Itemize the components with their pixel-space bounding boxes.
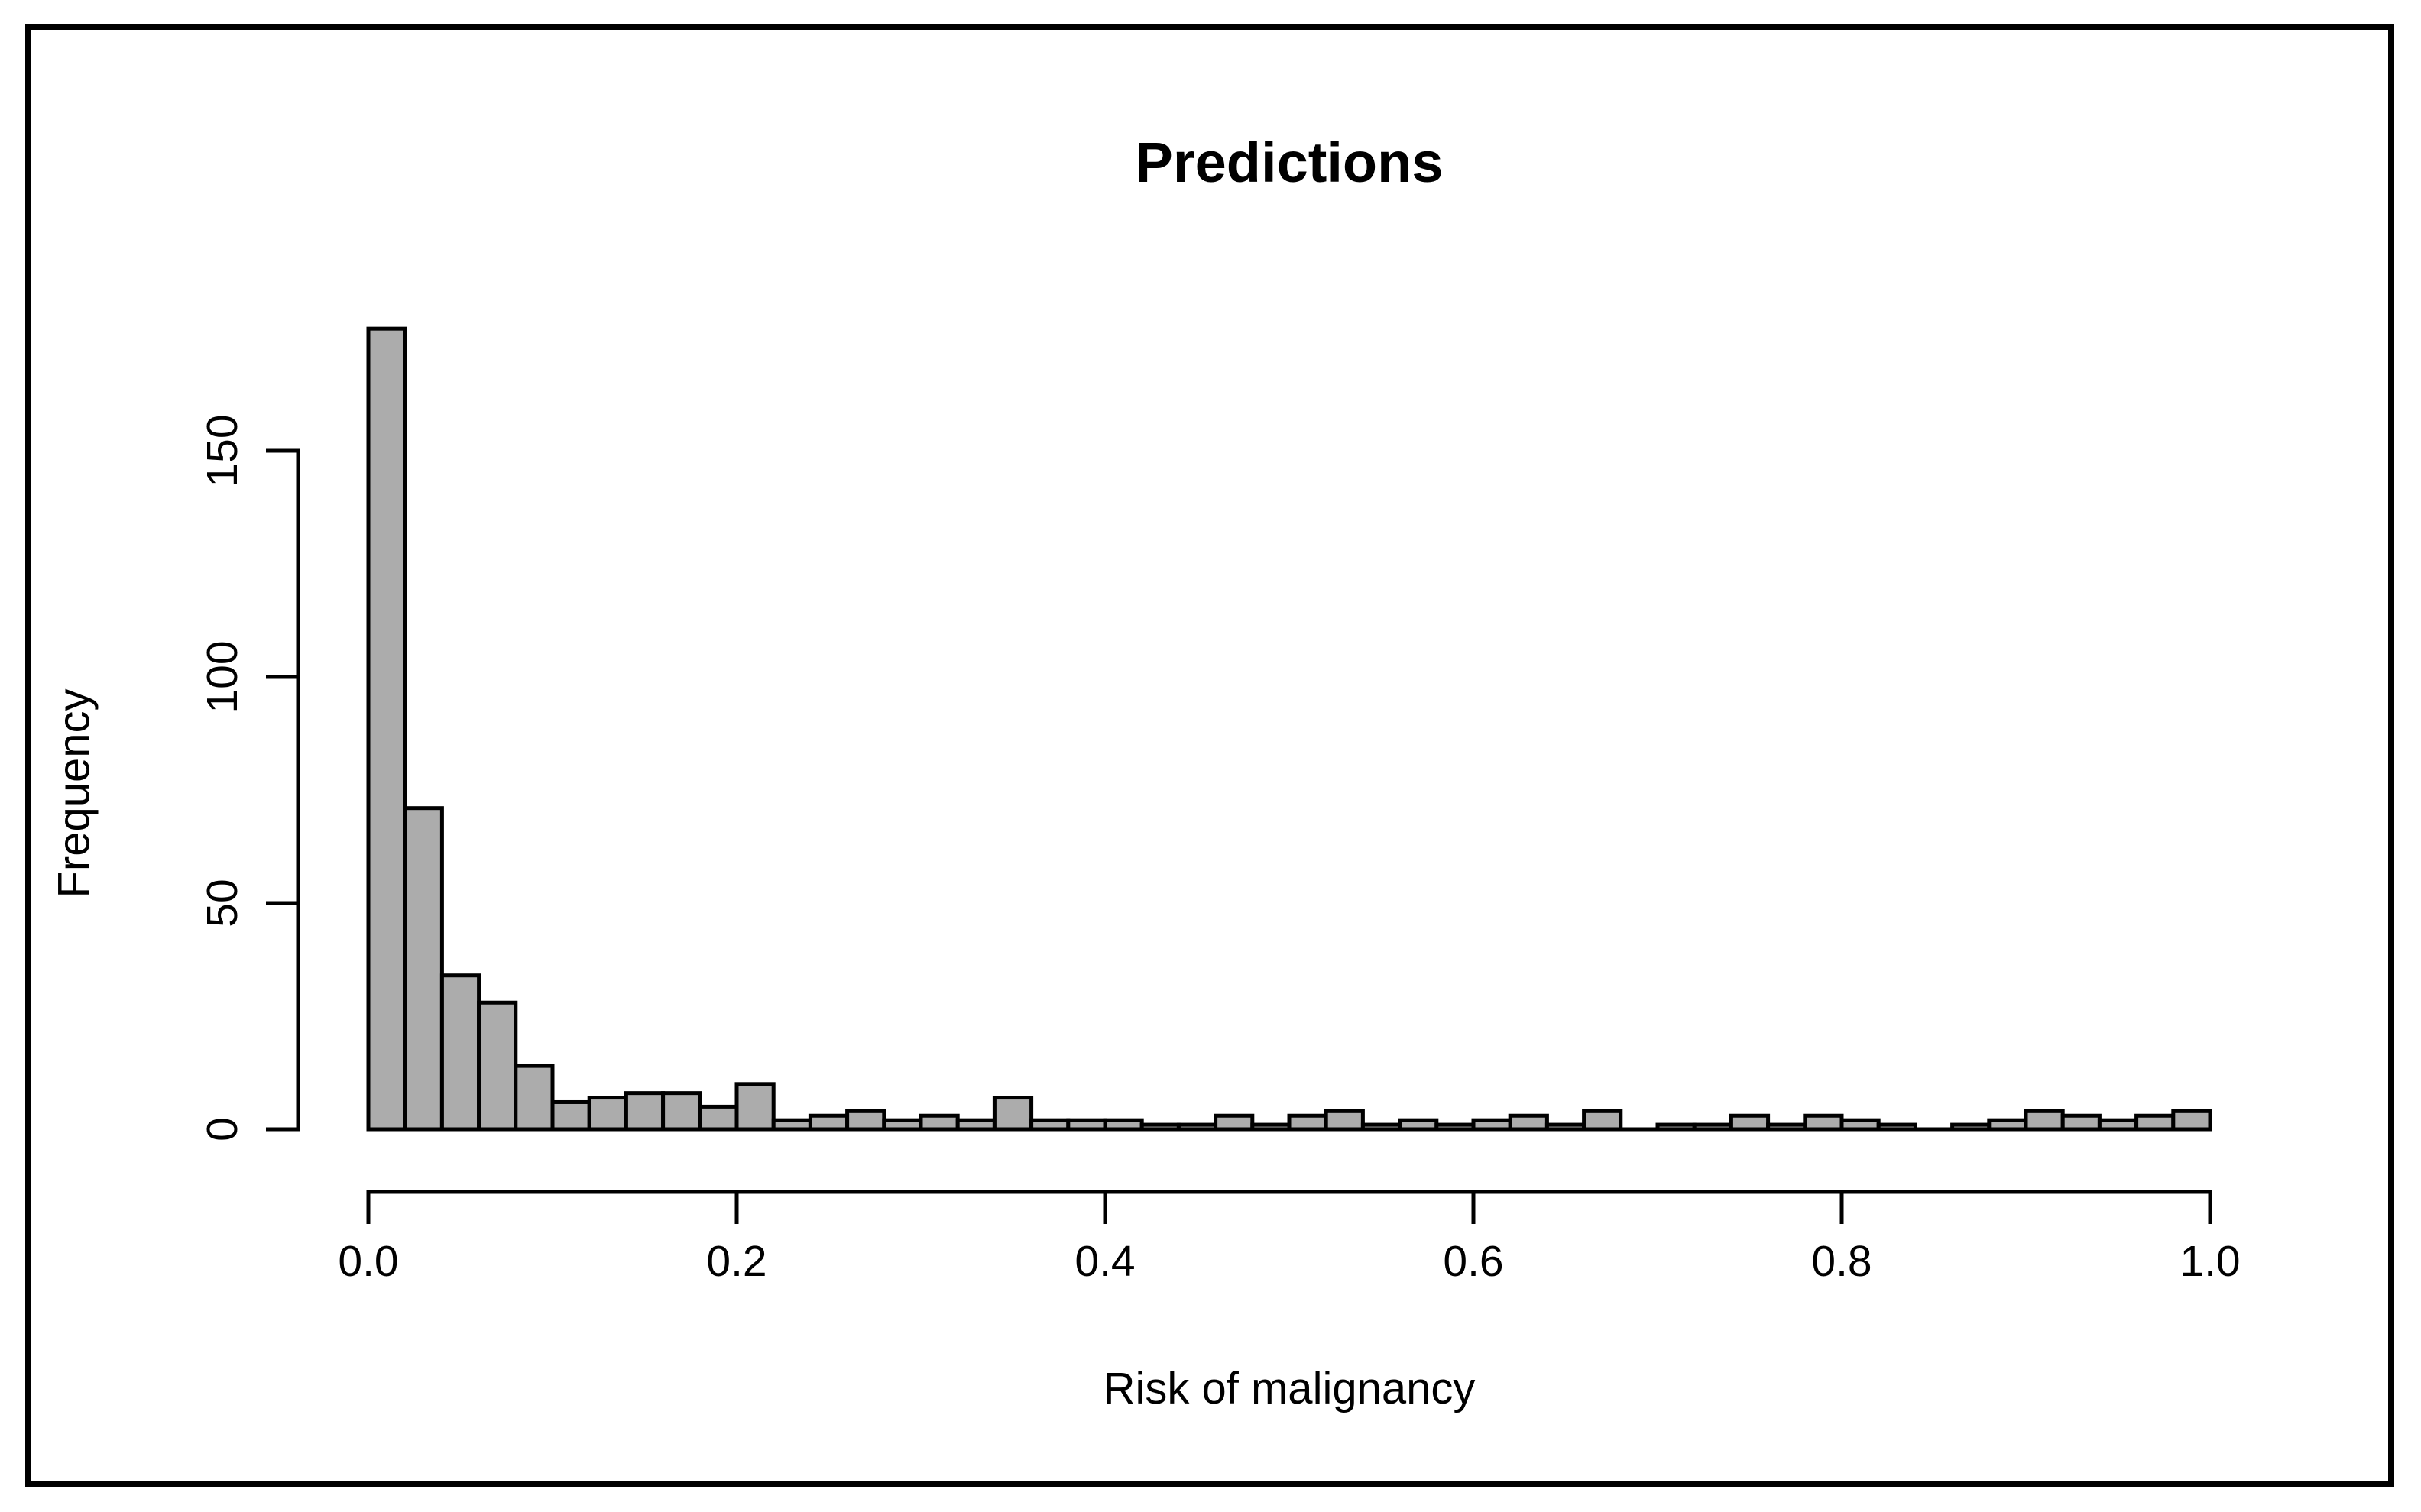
histogram-bar: [919, 1113, 960, 1132]
histogram-bar: [1324, 1109, 1365, 1132]
x-axis-label: Risk of malignancy: [1103, 1364, 1476, 1413]
y-tick-label: 150: [198, 414, 247, 487]
histogram-bar: [1544, 1122, 1586, 1132]
histogram-bar: [771, 1118, 812, 1132]
histogram-bar: [477, 1000, 518, 1132]
histogram-bar: [2134, 1113, 2176, 1132]
histogram-bar: [366, 326, 407, 1132]
histogram-bar: [992, 1096, 1034, 1132]
histogram-bar: [1582, 1109, 1623, 1132]
histogram-bar: [808, 1113, 850, 1132]
histogram-bar: [1176, 1122, 1218, 1132]
histogram-bar: [403, 806, 444, 1132]
histogram-bar: [1360, 1122, 1402, 1132]
histogram-bar: [1950, 1122, 1992, 1132]
histogram-bar: [2171, 1109, 2212, 1132]
histogram-bar: [1508, 1113, 1549, 1132]
histogram-bar: [1876, 1122, 1917, 1132]
histogram-bar: [550, 1099, 591, 1132]
histogram-bar: [1066, 1118, 1107, 1132]
chart-title: Predictions: [1135, 131, 1444, 194]
histogram-bar: [882, 1118, 923, 1132]
histogram-bar: [2024, 1109, 2065, 1132]
histogram-bar: [1839, 1118, 1881, 1132]
histogram-bar: [1029, 1118, 1071, 1132]
histogram-bar: [624, 1091, 666, 1132]
x-tick-label: 0.4: [1074, 1237, 1135, 1286]
histogram-bar: [1766, 1122, 1807, 1132]
histogram-bar: [1214, 1113, 1255, 1132]
x-tick-label: 0.0: [338, 1237, 398, 1286]
histogram-bar: [514, 1064, 555, 1132]
histogram-bar: [1398, 1118, 1439, 1132]
histogram-bar: [1103, 1118, 1144, 1132]
histogram-bar: [698, 1104, 739, 1132]
figure-border: [25, 24, 2394, 1487]
y-tick-label: 100: [198, 640, 247, 713]
x-tick-label: 0.8: [1811, 1237, 1872, 1286]
histogram-bar: [845, 1109, 886, 1132]
histogram-bar: [734, 1082, 776, 1132]
histogram-bar: [1655, 1122, 1697, 1132]
x-tick-label: 1.0: [2180, 1237, 2240, 1286]
histogram-bar: [2060, 1113, 2102, 1132]
histogram-bar: [1434, 1122, 1476, 1132]
histogram-bar: [1139, 1122, 1181, 1132]
y-tick-label: 50: [198, 879, 247, 927]
histogram-bar: [587, 1096, 628, 1132]
histogram-bar: [1987, 1118, 2028, 1132]
histogram-bar: [2097, 1118, 2139, 1132]
histogram-bar: [955, 1118, 997, 1132]
histogram-bar: [1250, 1122, 1292, 1132]
histogram-bar: [1471, 1118, 1512, 1132]
histogram-bar: [1692, 1122, 1733, 1132]
histogram-bar: [1287, 1113, 1328, 1132]
histogram-bar: [1729, 1113, 1771, 1132]
x-tick-label: 0.2: [706, 1237, 766, 1286]
histogram-bar: [439, 973, 481, 1132]
y-axis-label: Frequency: [49, 688, 99, 898]
x-tick-label: 0.6: [1443, 1237, 1503, 1286]
histogram-bar: [1803, 1113, 1844, 1132]
histogram-bar: [661, 1091, 702, 1132]
y-tick-label: 0: [198, 1117, 247, 1141]
